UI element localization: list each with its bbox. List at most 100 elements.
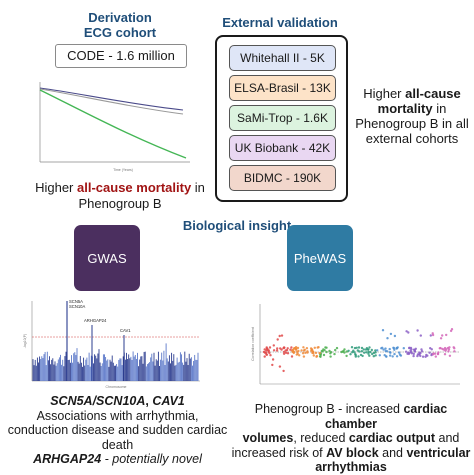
validation-side-line2-bold: mortality (377, 101, 433, 116)
validation-side-line2: mortality in (352, 101, 472, 116)
gwas-caption-gene-2: CAV1 (152, 394, 185, 408)
phewas-point (398, 353, 402, 356)
derivation-cohort-box: CODE - 1.6 million (55, 44, 187, 68)
phewas-point (431, 333, 435, 337)
phewas-point (410, 352, 414, 355)
phewas-point (407, 331, 410, 334)
phewas-point (286, 352, 290, 355)
gwas-gene-label-cav1: CAV1 (120, 328, 131, 333)
phewas-point (405, 330, 408, 333)
phewas-scatter-plot: Correlation coefficient (251, 304, 460, 385)
gwas-caption: SCN5A/SCN10A, CAV1 Associations with arr… (0, 394, 235, 467)
derivation-caption-bold: all-cause mortality (77, 180, 192, 195)
phewas-point (323, 349, 326, 352)
phewas-point (418, 351, 421, 354)
phewas-point (420, 350, 424, 353)
phewas-point (304, 351, 307, 354)
phewas-point (275, 349, 279, 352)
phewas-point (362, 348, 365, 351)
phewas-point (265, 353, 269, 356)
phewas-point (268, 351, 271, 355)
phewas-point (389, 354, 392, 357)
gwas-x-label: Chromosome (105, 385, 126, 389)
validation-cohort-frame: Whitehall II - 5K ELSA-Brasil - 13K SaMi… (215, 35, 348, 202)
phewas-point (442, 348, 445, 351)
phewas-point (386, 337, 389, 340)
validation-side-line4: external cohorts (365, 131, 459, 146)
phewas-point (426, 354, 429, 357)
phewas-point (420, 348, 423, 351)
phewas-point (369, 350, 372, 354)
phewas-point (391, 355, 394, 358)
phewas-point (278, 334, 281, 338)
phewas-point (310, 349, 313, 352)
phewas-y-label: Correlation coefficient (251, 327, 255, 361)
gwas-caption-line2: Associations with arrhythmia, (36, 408, 199, 423)
derivation-caption-line2: Phenogroup B (78, 196, 162, 211)
phewas-point (341, 350, 344, 353)
phewas-point (380, 347, 383, 350)
phewas-point (345, 350, 348, 353)
phewas-box: PheWAS (287, 225, 353, 291)
phewas-caption-line2: volumes, reduced cardiac output and (228, 431, 474, 446)
validation-side-line1-pre: Higher (363, 86, 406, 101)
phewas-point (276, 338, 279, 341)
validation-title: External validation (222, 15, 338, 30)
phewas-point (361, 354, 364, 358)
survival-curve-group-2 (39, 88, 184, 115)
phewas-point (271, 358, 275, 361)
gwas-gene-label-scn5a: SCN5A (69, 299, 83, 304)
gwas-caption-line4: death (101, 437, 134, 452)
phewas-point (388, 351, 392, 354)
phewas-point (352, 349, 355, 352)
validation-side-line2-post: in (432, 101, 447, 116)
gwas-caption-novel-rest: - potentially novel (101, 452, 202, 466)
survival-curve-phenogroup-b (39, 89, 187, 159)
phewas-point (367, 352, 370, 355)
phewas-point (441, 334, 444, 337)
derivation-caption-pre: Higher (35, 180, 78, 195)
phewas-point (302, 346, 305, 349)
phewas-point (303, 348, 306, 351)
gwas-caption-genes: SCN5A/SCN10A, CAV1 (0, 394, 235, 409)
phewas-point (282, 352, 286, 355)
phewas-caption-line4: arrhythmias (228, 460, 474, 475)
phewas-point (360, 346, 364, 350)
phewas-point (357, 355, 360, 358)
phewas-point (320, 349, 324, 353)
phewas-point (289, 348, 292, 351)
phewas-point (393, 334, 397, 338)
phewas-point (374, 354, 377, 357)
phewas-point (449, 329, 453, 333)
phewas-point (271, 363, 274, 367)
phewas-point (269, 354, 272, 357)
phewas-point (410, 348, 413, 351)
phewas-caption-l3-mid: and (378, 445, 407, 460)
phewas-point (395, 355, 399, 358)
phewas-point (416, 329, 419, 332)
validation-side-line1-bold: all-cause (405, 86, 461, 101)
phewas-point (407, 352, 411, 356)
phewas-point (356, 349, 359, 352)
phewas-point (306, 350, 309, 353)
phewas-point (384, 347, 387, 350)
phewas-point (385, 355, 388, 358)
phewas-point (286, 347, 289, 350)
phewas-point (424, 355, 427, 358)
phewas-point (284, 351, 288, 354)
phewas-point (360, 350, 364, 353)
cohort-whitehall: Whitehall II - 5K (229, 45, 336, 71)
gwas-caption-novel-gene: ARHGAP24 (33, 452, 102, 466)
phewas-point (279, 347, 282, 350)
survival-plot-x-label: Time (Years) (113, 168, 133, 172)
phewas-point (374, 349, 377, 352)
phewas-point (389, 332, 393, 336)
phewas-point (368, 346, 371, 349)
phewas-point (438, 347, 441, 350)
biological-title: Biological insight (182, 218, 292, 233)
phewas-point (371, 352, 374, 356)
phewas-caption-l4-bold: arrhythmias (315, 460, 387, 474)
phewas-point (272, 344, 275, 347)
phewas-point (382, 348, 385, 351)
phewas-point (276, 347, 279, 350)
